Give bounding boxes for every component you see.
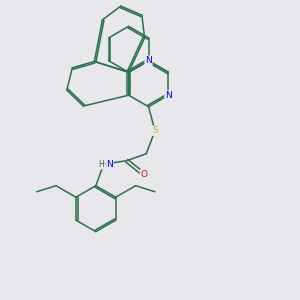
Text: S: S [152,126,158,135]
Text: N: N [165,91,172,100]
Text: O: O [140,170,147,179]
Text: H: H [98,160,104,169]
Text: N: N [145,56,152,65]
Text: N: N [106,160,113,169]
